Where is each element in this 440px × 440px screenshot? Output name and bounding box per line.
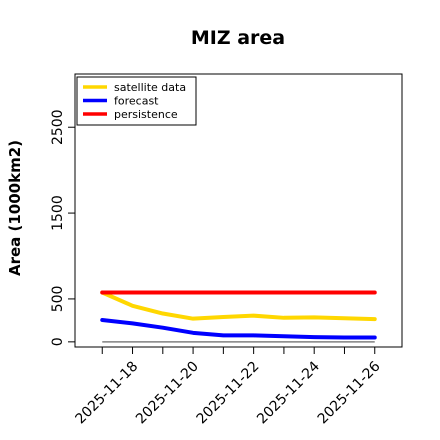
chart-title: MIZ area bbox=[191, 27, 285, 49]
plot-frame bbox=[74, 73, 403, 348]
series-lines bbox=[100, 290, 377, 343]
y-tick-label: 1500 bbox=[50, 195, 66, 231]
series-line-satellite-data bbox=[100, 290, 377, 322]
x-tick-label: 2025-11-20 bbox=[133, 359, 202, 428]
x-tick-label: 2025-11-24 bbox=[254, 358, 323, 427]
legend-label: persistence bbox=[114, 108, 178, 121]
y-axis: 0 500 1500 2500 bbox=[50, 109, 75, 346]
y-tick-label: 0 bbox=[50, 337, 66, 346]
x-axis: 2025-11-182025-11-202025-11-222025-11-24… bbox=[73, 347, 384, 427]
legend-label: satellite data bbox=[114, 81, 186, 94]
y-axis-label: Area (1000km2) bbox=[6, 140, 24, 276]
y-tick-label: 500 bbox=[50, 286, 66, 313]
x-tick-label: 2025-11-26 bbox=[315, 358, 384, 427]
x-tick-label: 2025-11-18 bbox=[73, 359, 142, 428]
x-tick-label: 2025-11-22 bbox=[194, 359, 263, 428]
y-tick-label: 2500 bbox=[50, 109, 66, 145]
series-line-forecast bbox=[100, 317, 377, 340]
legend-label: forecast bbox=[114, 95, 159, 108]
